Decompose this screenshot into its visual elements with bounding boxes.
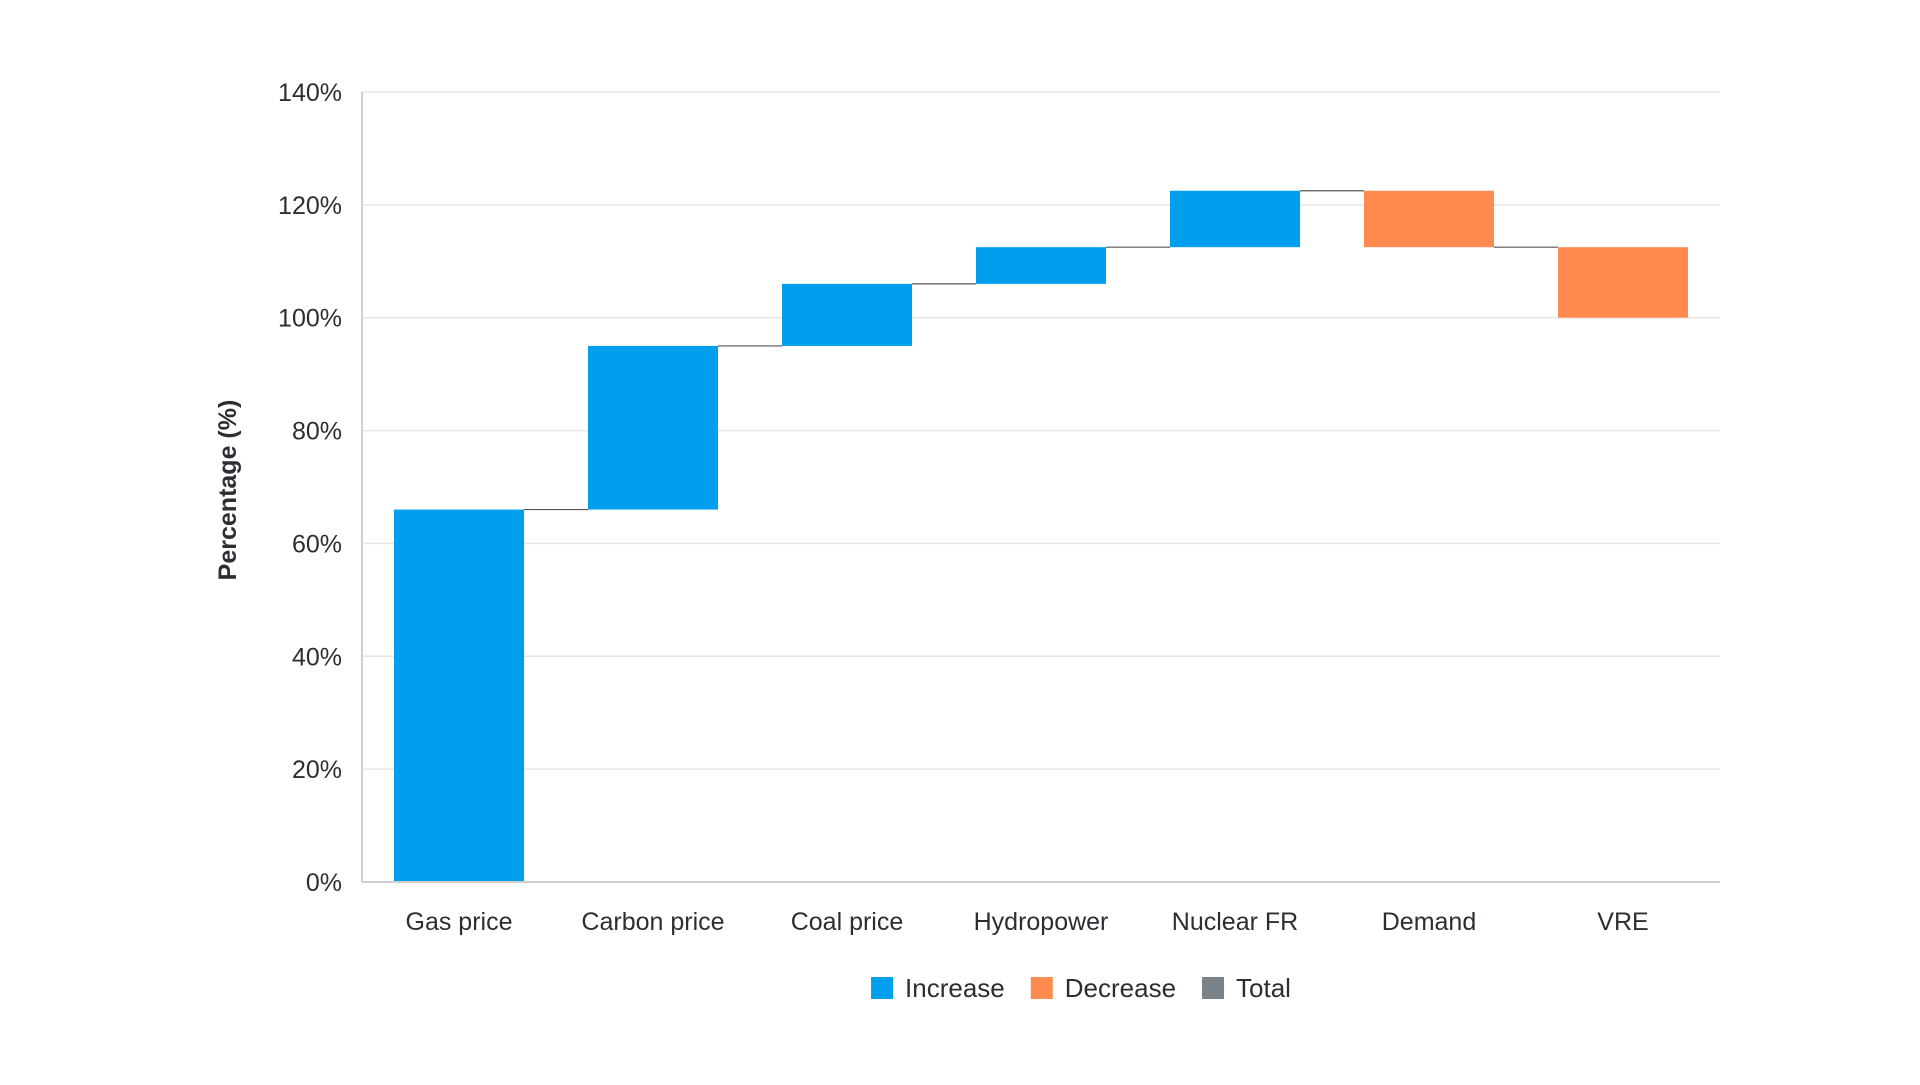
legend: Increase Decrease Total [871, 973, 1291, 1003]
bar-increase [394, 509, 524, 882]
bar-layer [394, 190, 1688, 882]
y-tick-label: 60% [292, 530, 342, 558]
x-category-label: VRE [1597, 908, 1648, 936]
legend-label-increase: Increase [905, 973, 1005, 1003]
bar-increase [782, 283, 912, 346]
bar-increase [588, 345, 718, 510]
x-category-label: Demand [1382, 908, 1477, 936]
bar-increase [1170, 190, 1300, 248]
y-tick-label: 80% [292, 418, 342, 446]
y-tick-label: 140% [278, 79, 342, 107]
y-tick-label: 20% [292, 756, 342, 784]
y-tick-label: 120% [278, 192, 342, 220]
legend-swatch-total [1202, 977, 1225, 999]
y-tick-label: 40% [292, 643, 342, 671]
axis-layer [361, 92, 1720, 883]
y-axis-title: Percentage (%) [214, 400, 242, 581]
x-category-label: Coal price [791, 908, 904, 936]
y-tick-label: 0% [306, 869, 342, 897]
legend-swatch-increase [871, 977, 894, 999]
connector-layer [524, 190, 1558, 511]
x-category-labels: Gas price Carbon price Coal price Hydropowe… [406, 908, 1649, 936]
grid-layer [362, 91, 1720, 770]
bar-decrease [1558, 247, 1688, 318]
y-tick-label: 100% [278, 305, 342, 333]
x-category-label: Gas price [406, 908, 513, 936]
bar-increase [976, 247, 1106, 284]
bar-decrease [1364, 190, 1494, 248]
legend-swatch-decrease [1030, 977, 1053, 999]
legend-label-total: Total [1236, 973, 1291, 1003]
x-category-label: Nuclear FR [1172, 908, 1298, 936]
x-category-label: Hydropower [974, 908, 1109, 936]
y-tick-labels: 0% 20% 40% 60% 80% 100% 120% 140% [278, 79, 342, 897]
x-category-label: Carbon price [581, 908, 724, 936]
legend-label-decrease: Decrease [1065, 973, 1176, 1003]
